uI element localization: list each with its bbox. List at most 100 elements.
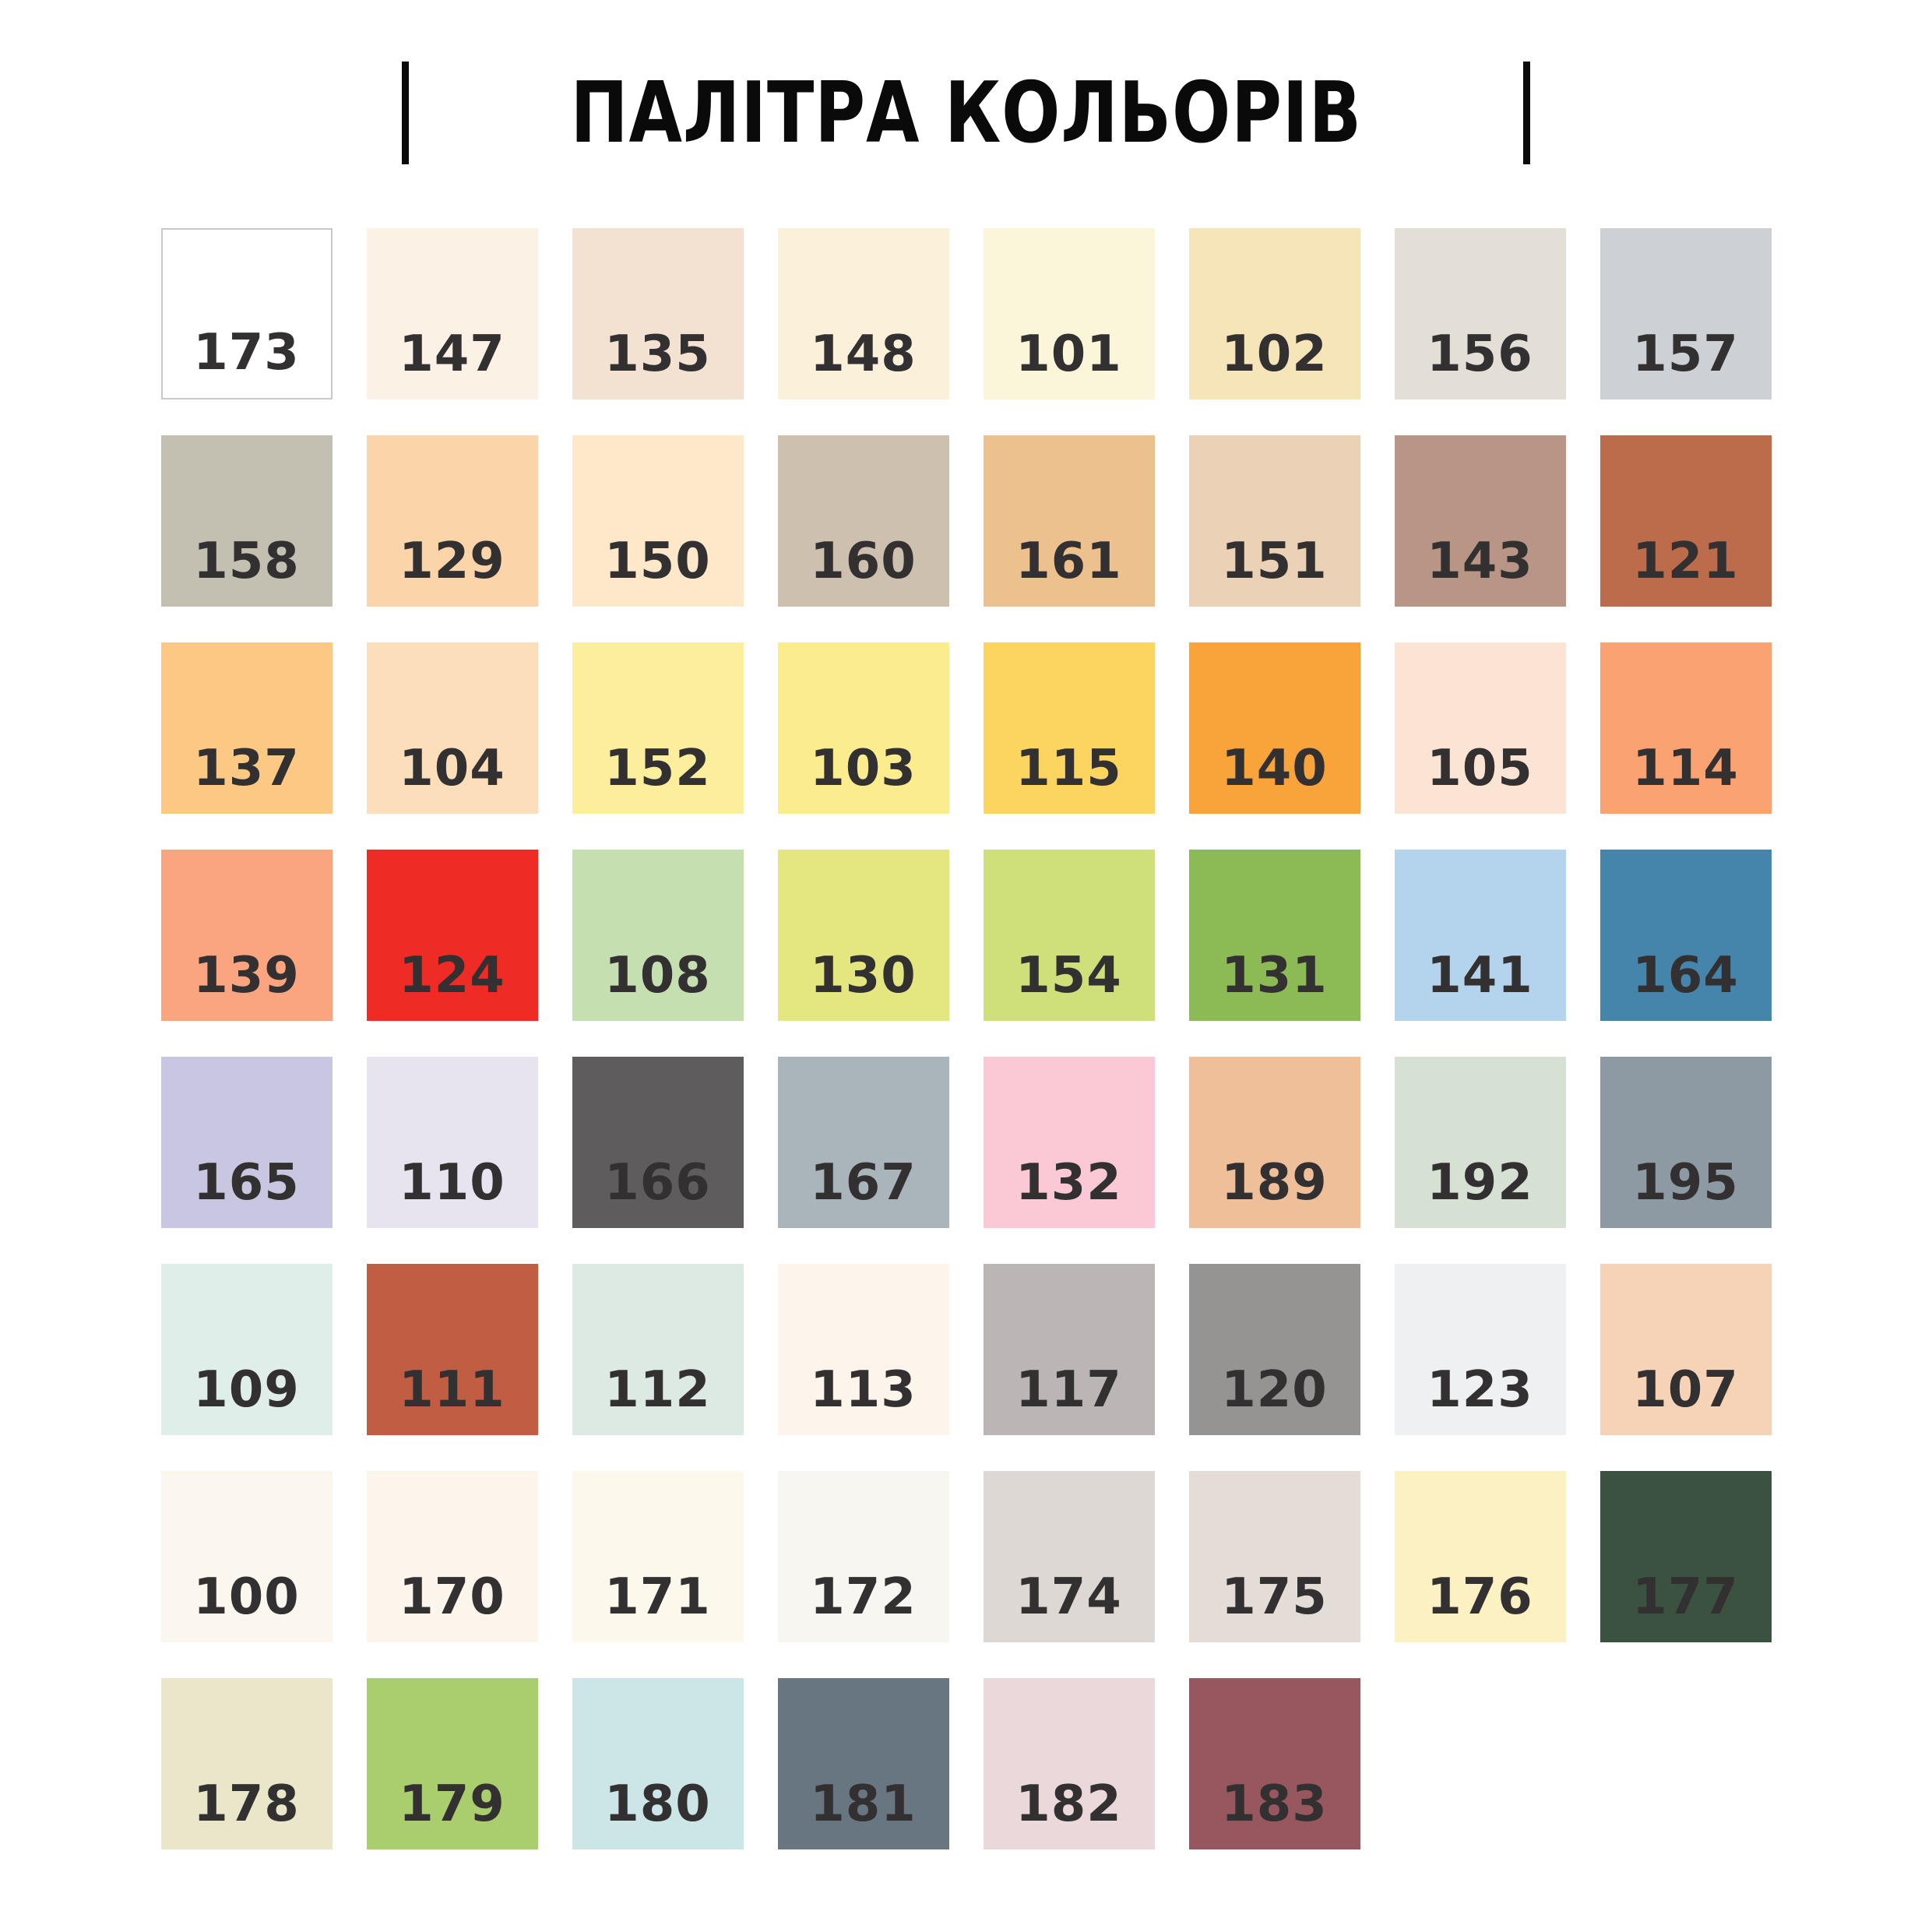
swatch-code-label: 195 [1632, 1154, 1739, 1212]
color-swatch-170: 170 [366, 1471, 538, 1642]
color-swatch-129: 129 [366, 435, 538, 607]
color-swatch-182: 182 [983, 1678, 1155, 1849]
color-swatch-167: 167 [777, 1057, 949, 1228]
swatch-code-label: 175 [1221, 1568, 1328, 1626]
color-swatch-108: 108 [572, 850, 744, 1021]
color-swatch-154: 154 [983, 850, 1155, 1021]
swatch-code-label: 117 [1015, 1361, 1122, 1419]
color-swatch-115: 115 [983, 642, 1155, 814]
swatch-code-label: 121 [1632, 533, 1739, 590]
color-swatch-171: 171 [572, 1471, 744, 1642]
color-swatch-120: 120 [1188, 1264, 1360, 1435]
swatch-code-label: 124 [399, 947, 505, 1005]
swatch-code-label: 123 [1427, 1361, 1533, 1419]
swatch-code-label: 154 [1015, 947, 1122, 1005]
color-swatch-105: 105 [1394, 642, 1566, 814]
color-swatch-152: 152 [572, 642, 744, 814]
swatch-code-label: 174 [1015, 1568, 1122, 1626]
swatch-code-label: 101 [1015, 326, 1122, 383]
color-swatch-173: 173 [160, 228, 333, 399]
color-swatch-130: 130 [777, 850, 949, 1021]
swatch-code-label: 109 [193, 1361, 300, 1419]
swatch-code-label: 130 [810, 947, 917, 1005]
swatch-code-label: 165 [193, 1154, 300, 1212]
page-header: ПАЛІТРА КОЛЬОРІВ [0, 55, 1932, 171]
swatch-code-label: 151 [1221, 533, 1328, 590]
swatch-code-label: 143 [1427, 533, 1533, 590]
swatch-code-label: 107 [1632, 1361, 1739, 1419]
color-swatch-102: 102 [1188, 228, 1360, 399]
color-swatch-103: 103 [777, 642, 949, 814]
color-swatch-111: 111 [366, 1264, 538, 1435]
swatch-code-label: 170 [399, 1568, 505, 1626]
color-swatch-123: 123 [1394, 1264, 1566, 1435]
swatch-code-label: 104 [399, 740, 505, 797]
swatch-code-label: 111 [399, 1361, 505, 1419]
color-swatch-117: 117 [983, 1264, 1155, 1435]
color-swatch-177: 177 [1599, 1471, 1772, 1642]
color-swatch-157: 157 [1599, 228, 1772, 399]
swatch-code-label: 137 [193, 740, 300, 797]
swatch-code-label: 113 [810, 1361, 917, 1419]
color-swatch-110: 110 [366, 1057, 538, 1228]
swatch-code-label: 192 [1427, 1154, 1533, 1212]
color-swatch-164: 164 [1599, 850, 1772, 1021]
swatch-code-label: 102 [1221, 326, 1328, 383]
color-swatch-135: 135 [572, 228, 744, 399]
color-swatch-174: 174 [983, 1471, 1155, 1642]
color-swatch-139: 139 [160, 850, 333, 1021]
swatch-code-label: 110 [399, 1154, 505, 1212]
color-swatch-104: 104 [366, 642, 538, 814]
color-swatch-183: 183 [1188, 1678, 1360, 1849]
swatch-code-label: 141 [1427, 947, 1533, 1005]
swatch-code-label: 115 [1015, 740, 1122, 797]
color-swatch-189: 189 [1188, 1057, 1360, 1228]
swatch-code-label: 158 [193, 533, 300, 590]
swatch-code-label: 139 [193, 947, 300, 1005]
color-swatch-147: 147 [366, 228, 538, 399]
color-swatch-141: 141 [1394, 850, 1566, 1021]
swatch-code-label: 140 [1221, 740, 1328, 797]
color-swatch-180: 180 [572, 1678, 744, 1849]
swatch-code-label: 156 [1427, 326, 1533, 383]
color-swatch-178: 178 [160, 1678, 333, 1849]
color-swatch-121: 121 [1599, 435, 1772, 607]
swatch-code-label: 103 [810, 740, 917, 797]
color-swatch-158: 158 [160, 435, 333, 607]
color-swatch-131: 131 [1188, 850, 1360, 1021]
color-swatch-114: 114 [1599, 642, 1772, 814]
color-swatch-150: 150 [572, 435, 744, 607]
color-swatch-160: 160 [777, 435, 949, 607]
color-swatch-179: 179 [366, 1678, 538, 1849]
swatch-code-label: 179 [399, 1775, 505, 1833]
swatch-code-label: 161 [1015, 533, 1122, 590]
color-swatch-176: 176 [1394, 1471, 1566, 1642]
color-swatch-140: 140 [1188, 642, 1360, 814]
swatch-code-label: 100 [193, 1568, 300, 1626]
color-swatch-166: 166 [572, 1057, 744, 1228]
color-swatch-100: 100 [160, 1471, 333, 1642]
swatch-code-label: 167 [810, 1154, 917, 1212]
color-swatch-175: 175 [1188, 1471, 1360, 1642]
color-swatch-161: 161 [983, 435, 1155, 607]
swatch-grid: 173 147 135 148 101 102 156 157 158 129 150 160 161 1… [160, 228, 1772, 1849]
swatch-code-label: 180 [604, 1775, 711, 1833]
swatch-code-label: 114 [1632, 740, 1739, 797]
color-swatch-192: 192 [1394, 1057, 1566, 1228]
swatch-code-label: 132 [1015, 1154, 1122, 1212]
page-title: ПАЛІТРА КОЛЬОРІВ [570, 64, 1362, 162]
color-swatch-151: 151 [1188, 435, 1360, 607]
swatch-code-label: 148 [810, 326, 917, 383]
color-swatch-156: 156 [1394, 228, 1566, 399]
title-right-bar [1523, 62, 1531, 164]
swatch-code-label: 112 [604, 1361, 711, 1419]
swatch-code-label: 171 [604, 1568, 711, 1626]
swatch-code-label: 105 [1427, 740, 1533, 797]
color-swatch-101: 101 [983, 228, 1155, 399]
color-swatch-112: 112 [572, 1264, 744, 1435]
swatch-code-label: 176 [1427, 1568, 1533, 1626]
swatch-code-label: 147 [399, 326, 505, 383]
swatch-code-label: 172 [810, 1568, 917, 1626]
color-swatch-165: 165 [160, 1057, 333, 1228]
